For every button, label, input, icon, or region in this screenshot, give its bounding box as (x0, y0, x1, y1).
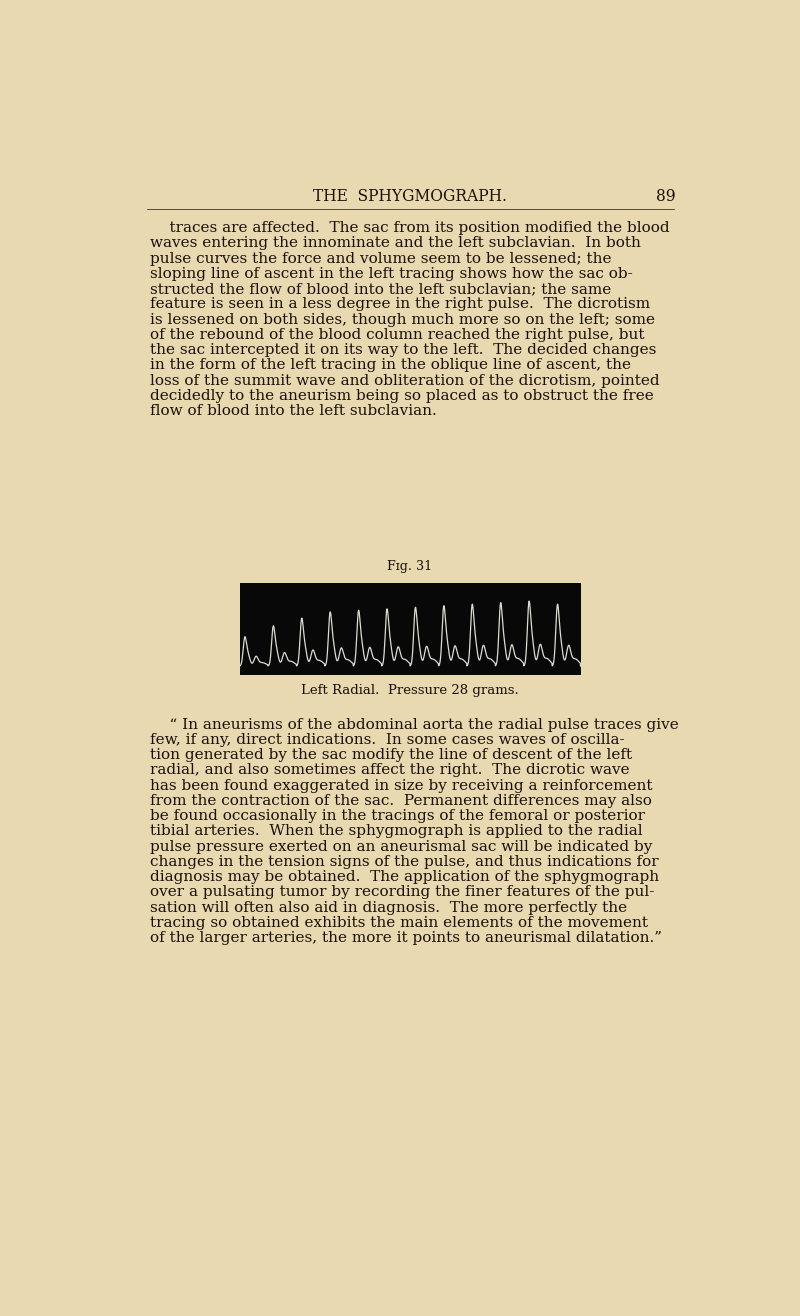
Text: radial, and also sometimes affect the right.  The dicrotic wave: radial, and also sometimes affect the ri… (150, 763, 630, 778)
Text: Left Radial.  Pressure 28 grams.: Left Radial. Pressure 28 grams. (301, 684, 519, 697)
Text: structed the flow of blood into the left subclavian; the same: structed the flow of blood into the left… (150, 282, 612, 296)
Text: pulse curves the force and volume seem to be lessened; the: pulse curves the force and volume seem t… (150, 251, 612, 266)
Text: 89: 89 (656, 188, 675, 205)
Text: has been found exaggerated in size by receiving a reinforcement: has been found exaggerated in size by re… (150, 779, 653, 792)
Text: is lessened on both sides, though much more so on the left; some: is lessened on both sides, though much m… (150, 312, 655, 326)
Text: flow of blood into the left subclavian.: flow of blood into the left subclavian. (150, 404, 437, 418)
Text: traces are affected.  The sac from its position modified the blood: traces are affected. The sac from its po… (150, 221, 670, 236)
Bar (239, 583, 581, 675)
Text: waves entering the innominate and the left subclavian.  In both: waves entering the innominate and the le… (150, 237, 642, 250)
Text: changes in the tension signs of the pulse, and thus indications for: changes in the tension signs of the puls… (150, 855, 659, 869)
Text: sloping line of ascent in the left tracing shows how the sac ob-: sloping line of ascent in the left traci… (150, 267, 633, 280)
Text: “ In aneurisms of the abdominal aorta the radial pulse traces give: “ In aneurisms of the abdominal aorta th… (150, 717, 679, 732)
Text: feature is seen in a less degree in the right pulse.  The dicrotism: feature is seen in a less degree in the … (150, 297, 650, 312)
Text: decidedly to the aneurism being so placed as to obstruct the free: decidedly to the aneurism being so place… (150, 388, 654, 403)
Text: tibial arteries.  When the sphygmograph is applied to the radial: tibial arteries. When the sphygmograph i… (150, 824, 643, 838)
Text: Fɪg. 31: Fɪg. 31 (387, 559, 433, 572)
Text: sation will often also aid in diagnosis.  The more perfectly the: sation will often also aid in diagnosis.… (150, 900, 627, 915)
Text: diagnosis may be obtained.  The application of the sphygmograph: diagnosis may be obtained. The applicati… (150, 870, 659, 884)
Text: tion generated by the sac modify the line of descent of the left: tion generated by the sac modify the lin… (150, 749, 633, 762)
Text: few, if any, direct indications.  In some cases waves of oscilla-: few, if any, direct indications. In some… (150, 733, 625, 747)
Text: THE  SPHYGMOGRAPH.: THE SPHYGMOGRAPH. (313, 188, 507, 205)
Text: pulse pressure exerted on an aneurismal sac will be indicated by: pulse pressure exerted on an aneurismal … (150, 840, 653, 854)
Text: loss of the summit wave and obliteration of the dicrotism, pointed: loss of the summit wave and obliteration… (150, 374, 660, 387)
Text: tracing so obtained exhibits the main elements of the movement: tracing so obtained exhibits the main el… (150, 916, 648, 930)
Text: from the contraction of the sac.  Permanent differences may also: from the contraction of the sac. Permane… (150, 794, 652, 808)
Text: the sac intercepted it on its way to the left.  The decided changes: the sac intercepted it on its way to the… (150, 343, 657, 357)
Text: of the rebound of the blood column reached the right pulse, but: of the rebound of the blood column reach… (150, 328, 645, 342)
Text: over a pulsating tumor by recording the finer features of the pul-: over a pulsating tumor by recording the … (150, 886, 654, 899)
Text: be found occasionally in the tracings of the femoral or posterior: be found occasionally in the tracings of… (150, 809, 646, 824)
Text: of the larger arteries, the more it points to aneurismal dilatation.”: of the larger arteries, the more it poin… (150, 932, 662, 945)
Text: in the form of the left tracing in the oblique line of ascent, the: in the form of the left tracing in the o… (150, 358, 631, 372)
